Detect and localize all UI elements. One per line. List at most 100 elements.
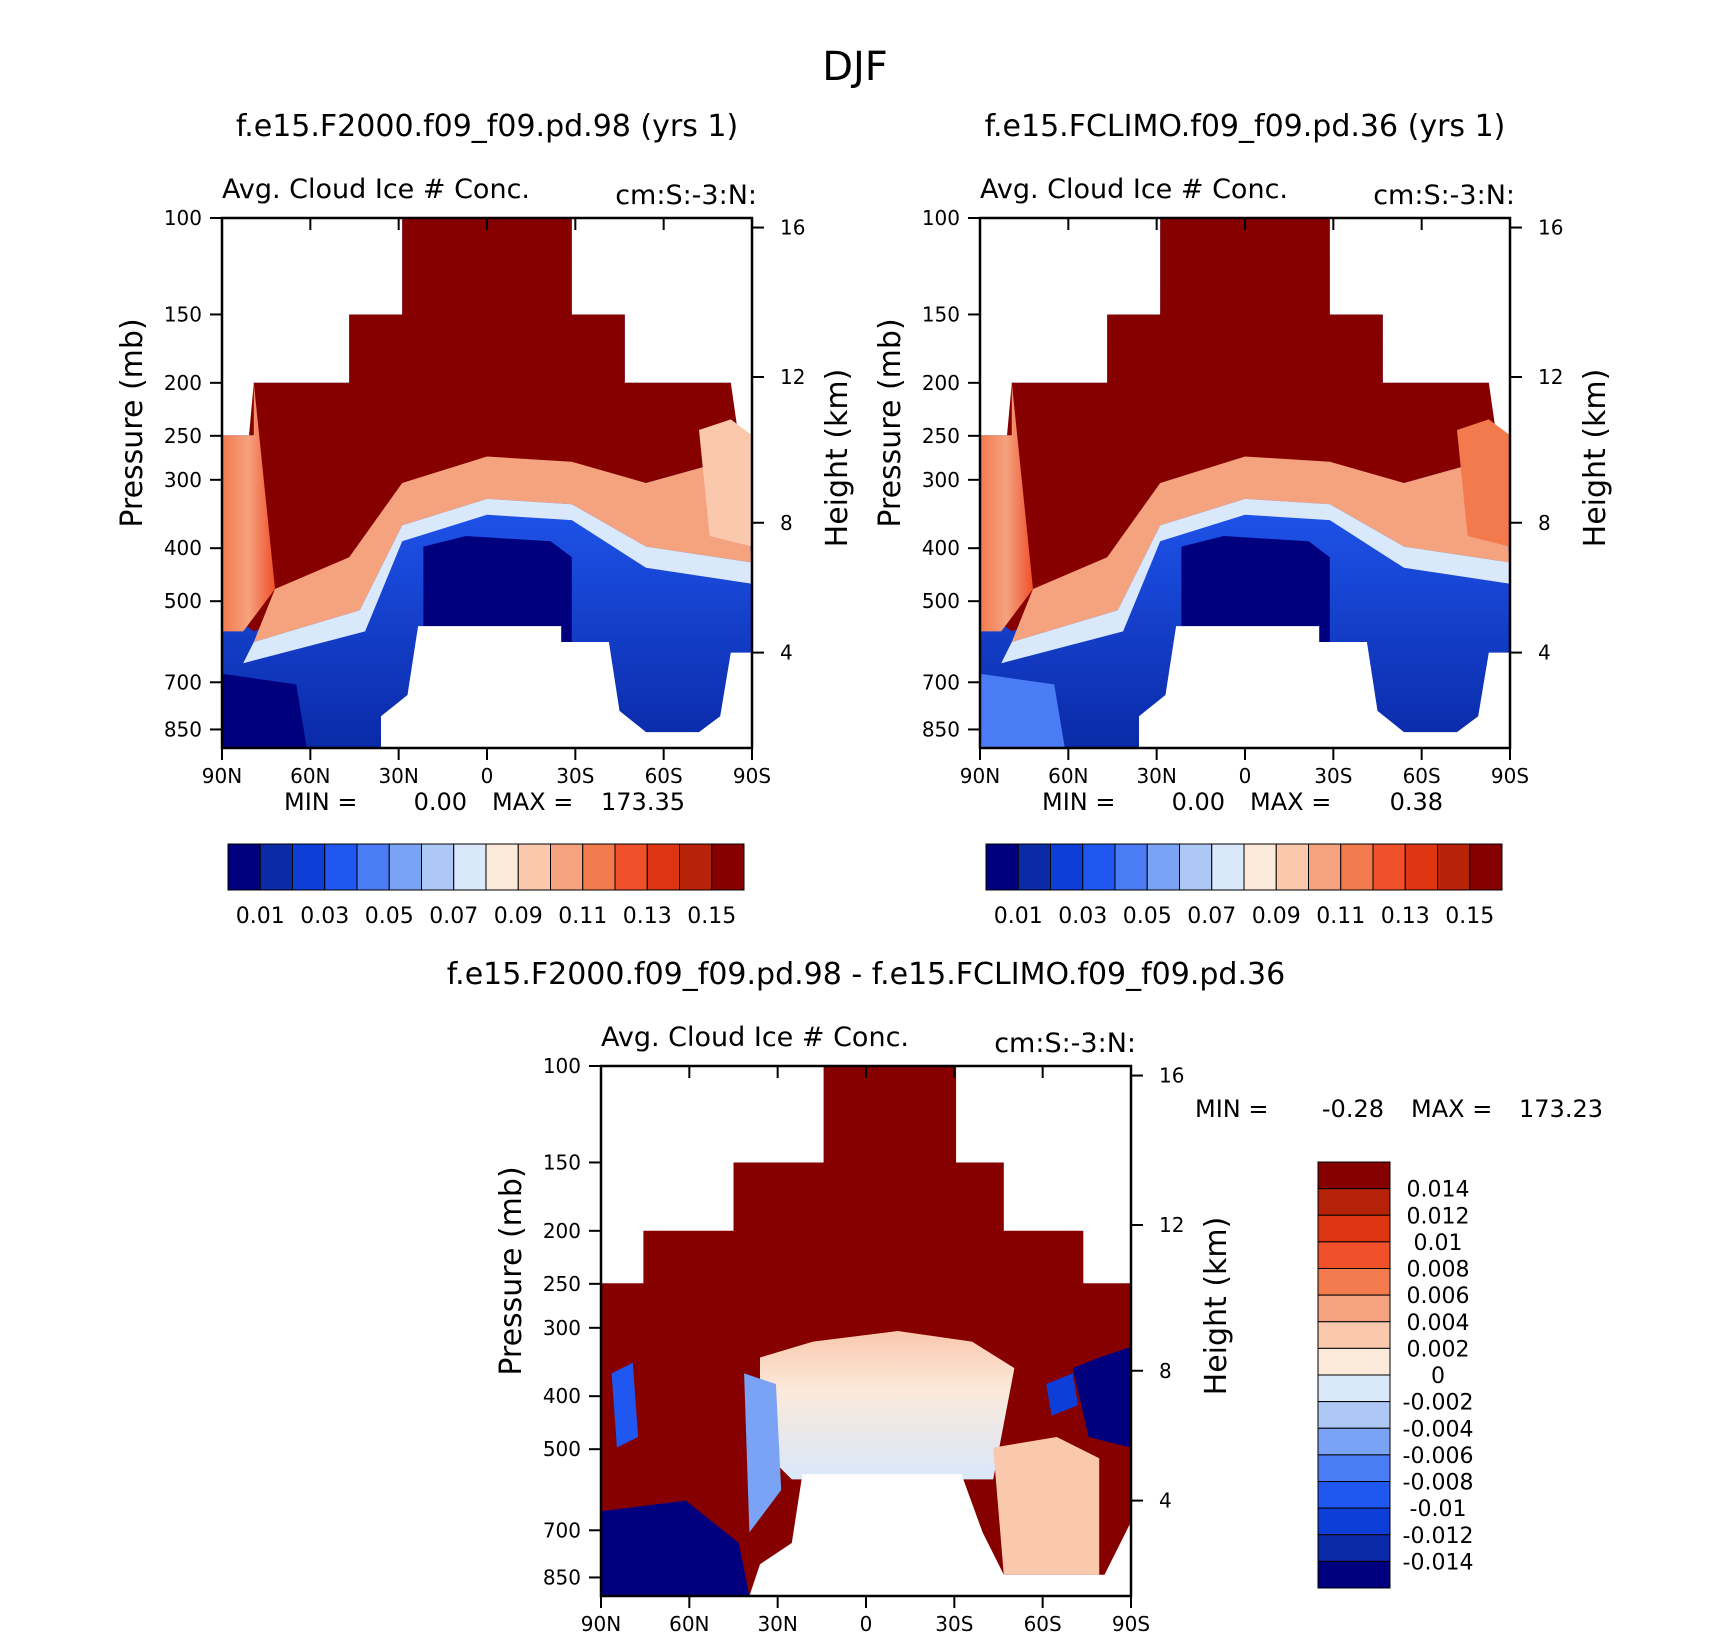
colorbar-label: 0.15: [687, 904, 736, 929]
colorbar-box: [485, 843, 519, 891]
y-tick-label: 250: [164, 424, 202, 448]
colorbar-box: [292, 843, 326, 891]
max-value: 173.23: [1519, 1095, 1603, 1123]
field-left-lobe: [980, 382, 1033, 632]
panel-units: cm:S:-3:N:: [994, 1028, 1136, 1059]
y-right-tick-label: 12: [1538, 365, 1563, 389]
y-tick-label: 500: [922, 589, 960, 613]
x-tick-label: 0: [1239, 764, 1252, 788]
colorbar-box: [646, 843, 680, 891]
colorbar-box: [1404, 843, 1438, 891]
colorbar-box: [1317, 1481, 1391, 1509]
panel-subtitle: Avg. Cloud Ice # Conc.: [601, 1022, 909, 1053]
panel-title: f.e15.F2000.f09_f09.pd.98 - f.e15.FCLIMO…: [447, 957, 1285, 992]
y-tick-label: 100: [543, 1054, 581, 1078]
colorbar-box: [1372, 843, 1406, 891]
y-tick-label: 850: [922, 717, 960, 741]
colorbar-box: [582, 843, 616, 891]
y-tick-label: 250: [543, 1272, 581, 1296]
x-tick-label: 0: [481, 764, 494, 788]
colorbar-box: [1317, 1454, 1391, 1482]
min-label: MIN =: [284, 788, 357, 816]
colorbar-box: [1437, 843, 1471, 891]
x-tick-label: 30N: [378, 764, 418, 788]
colorbar-box: [1179, 843, 1213, 891]
colorbar-box: [1317, 1427, 1391, 1456]
colorbar-label: 0.008: [1407, 1258, 1470, 1283]
colorbar-label: 0.01: [1414, 1231, 1463, 1256]
colorbar-label: -0.006: [1403, 1444, 1474, 1469]
y-tick-label: 150: [164, 302, 202, 326]
y-tick-label: 850: [543, 1565, 581, 1589]
field-negative-band: [744, 1373, 782, 1533]
y-right-tick-label: 16: [1159, 1064, 1184, 1088]
x-tick-label: 90S: [733, 764, 771, 788]
colorbar-box: [1317, 1294, 1391, 1323]
min-value: -0.28: [1322, 1095, 1384, 1123]
y-right-axis-label: Height (km): [1578, 369, 1613, 548]
field-transition-white: [1001, 498, 1510, 664]
colorbar-label: -0.008: [1403, 1471, 1474, 1496]
field-core-min: [1181, 536, 1330, 653]
colorbar-box: [1340, 843, 1374, 891]
field-upper-max: [990, 218, 1500, 632]
colorbar-box: [1308, 843, 1342, 891]
y-right-tick-label: 8: [1159, 1359, 1172, 1383]
max-value: 0.38: [1390, 788, 1443, 816]
colorbar-box: [1114, 843, 1148, 891]
panel-difference: f.e15.F2000.f09_f09.pd.98 - f.e15.FCLIMO…: [447, 957, 1603, 1636]
panel-test: f.e15.FCLIMO.f09_f09.pd.36 (yrs 1) Avg. C…: [873, 109, 1613, 929]
y-tick-label: 500: [164, 589, 202, 613]
x-tick-label: 90S: [1491, 764, 1529, 788]
field-no-data: [749, 1474, 1131, 1596]
max-value: 173.35: [601, 788, 685, 816]
colorbar-label: 0.002: [1407, 1337, 1470, 1362]
max-label: MAX =: [1250, 788, 1331, 816]
x-tick-label: 90S: [1112, 1612, 1150, 1636]
field-right-lobe: [699, 419, 752, 547]
y-right-tick-label: 4: [1159, 1489, 1172, 1513]
x-tick-label: 60S: [1403, 764, 1441, 788]
x-tick-label: 90N: [202, 764, 242, 788]
y-right-tick-label: 16: [1538, 216, 1563, 240]
x-tick-label: 30N: [1136, 764, 1176, 788]
field-upper-max: [232, 218, 742, 632]
main-title: DJF: [822, 44, 888, 90]
min-label: MIN =: [1042, 788, 1115, 816]
field-transition-red: [1011, 456, 1510, 642]
colorbar-box: [324, 843, 358, 891]
contour-field: [601, 1066, 1131, 1596]
panel-units: cm:S:-3:N:: [615, 180, 757, 211]
y-right-tick-label: 12: [780, 365, 805, 389]
y-right-axis-label: Height (km): [1199, 1217, 1234, 1396]
field-surface-low: [980, 673, 1065, 748]
x-tick-label: 30N: [757, 1612, 797, 1636]
colorbar-label: 0.006: [1407, 1284, 1470, 1309]
panel-control: f.e15.F2000.f09_f09.pd.98 (yrs 1) Avg. Cl…: [115, 109, 855, 929]
colorbar-box: [1317, 1241, 1391, 1269]
y-tick-label: 400: [164, 536, 202, 560]
colorbar-label: 0.01: [994, 904, 1043, 929]
max-label: MAX =: [492, 788, 573, 816]
colorbar-label: 0.05: [365, 904, 414, 929]
colorbar-box: [1317, 1347, 1391, 1376]
colorbar-box: [614, 843, 648, 891]
y-tick-label: 150: [543, 1150, 581, 1174]
colorbar-box: [1050, 843, 1084, 891]
colorbar-label: 0.004: [1407, 1311, 1470, 1336]
colorbar-label: -0.014: [1403, 1550, 1474, 1575]
contour-field: [980, 218, 1510, 748]
colorbar-box: [356, 843, 390, 891]
colorbar-box: [1317, 1560, 1391, 1589]
y-tick-label: 300: [164, 468, 202, 492]
y-tick-label: 700: [922, 670, 960, 694]
panel-subtitle: Avg. Cloud Ice # Conc.: [980, 174, 1288, 205]
field-left-lobe: [222, 382, 275, 632]
x-tick-label: 60S: [645, 764, 683, 788]
colorbar-label: 0: [1431, 1364, 1445, 1389]
y-tick-label: 850: [164, 717, 202, 741]
panel-title: f.e15.FCLIMO.f09_f09.pd.36 (yrs 1): [985, 109, 1506, 144]
y-right-tick-label: 16: [780, 216, 805, 240]
y-tick-label: 400: [922, 536, 960, 560]
colorbar-label: -0.01: [1410, 1497, 1467, 1522]
